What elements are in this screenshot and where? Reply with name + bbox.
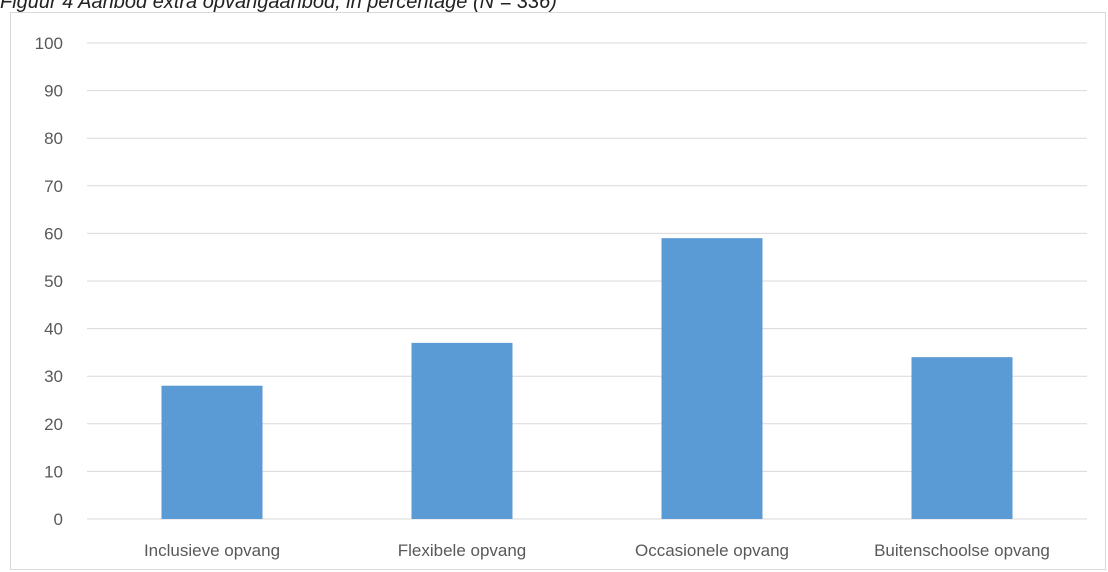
figure-caption: Figuur 4 Aanbod extra opvangaanbod, in p…	[0, 0, 557, 13]
y-tick-label-70: 70	[44, 177, 63, 196]
bar-4	[911, 357, 1013, 519]
bar-3	[661, 238, 763, 519]
y-axis-ticks: 0 10 20 30 40 50 60 70 80 90 100	[35, 34, 63, 529]
bar-1	[161, 385, 263, 519]
y-tick-label-0: 0	[54, 510, 63, 529]
x-category-label-1: Inclusieve opvang	[144, 541, 280, 560]
y-tick-label-60: 60	[44, 224, 63, 243]
y-tick-label-90: 90	[44, 82, 63, 101]
y-tick-label-30: 30	[44, 367, 63, 386]
bars	[161, 238, 1013, 519]
x-category-label-2: Flexibele opvang	[398, 541, 527, 560]
x-category-label-3: Occasionele opvang	[635, 541, 789, 560]
y-tick-label-20: 20	[44, 415, 63, 434]
bar-chart: 0 10 20 30 40 50 60 70 80 90 100 Inclusieve opvang…	[35, 34, 1087, 560]
y-tick-label-10: 10	[44, 462, 63, 481]
y-tick-label-80: 80	[44, 129, 63, 148]
y-tick-label-40: 40	[44, 320, 63, 339]
x-axis-labels: Inclusieve opvang Flexibele opvang Occasio…	[144, 541, 1050, 560]
x-category-label-4: Buitenschoolse opvang	[874, 541, 1050, 560]
chart-area: 0 10 20 30 40 50 60 70 80 90 100 Inclusieve opvang…	[10, 12, 1106, 570]
y-tick-label-50: 50	[44, 272, 63, 291]
bar-2	[411, 342, 513, 519]
y-tick-label-100: 100	[35, 34, 63, 53]
